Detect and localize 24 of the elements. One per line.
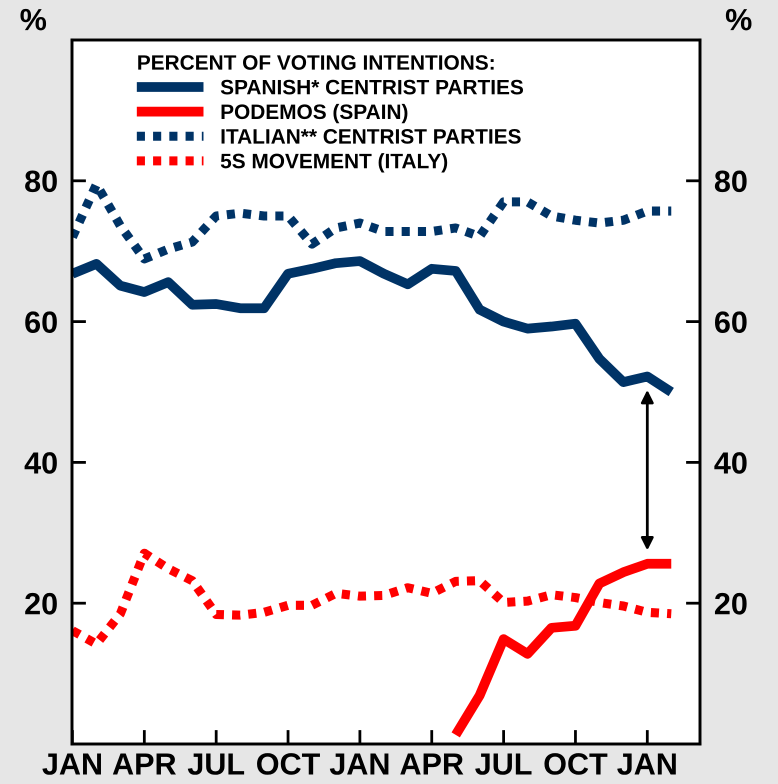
y2-tick-label: 20 — [714, 592, 747, 615]
y2-tick-label: 40 — [714, 452, 747, 474]
x-tick-label: JUL — [475, 753, 532, 775]
x-tick-label: JAN — [330, 753, 388, 775]
y-tick-label: 80 — [25, 170, 57, 192]
y-tick-label: 20 — [25, 592, 57, 615]
legend-label: PODEMOS (SPAIN) — [222, 104, 408, 124]
legend-label: ITALIAN** CENTRIST PARTIES — [222, 129, 521, 144]
x-tick-label: APR — [112, 753, 176, 774]
legend-label: SPANISH* CENTRIST PARTIES — [220, 80, 524, 95]
y2-tick-label: 60 — [715, 311, 747, 333]
x-tick-label: JAN — [617, 753, 676, 775]
y-tick-label: 40 — [24, 452, 57, 474]
x-tick-label: JAN — [42, 753, 101, 775]
legend-label: 5S MOVEMENT (ITALY) — [220, 153, 448, 173]
y2-tick-label: 80 — [714, 170, 747, 192]
y-axis-title: % — [20, 8, 46, 30]
x-tick-label: OCT — [257, 753, 320, 775]
legend-title: PERCENT OF VOTING INTENTIONS: — [138, 55, 494, 70]
y-tick-label: 60 — [25, 311, 57, 333]
y2-axis-title: % — [726, 8, 752, 30]
x-tick-label: OCT — [544, 753, 608, 775]
x-tick-label: JUL — [188, 753, 244, 775]
x-tick-label: APR — [400, 753, 464, 774]
